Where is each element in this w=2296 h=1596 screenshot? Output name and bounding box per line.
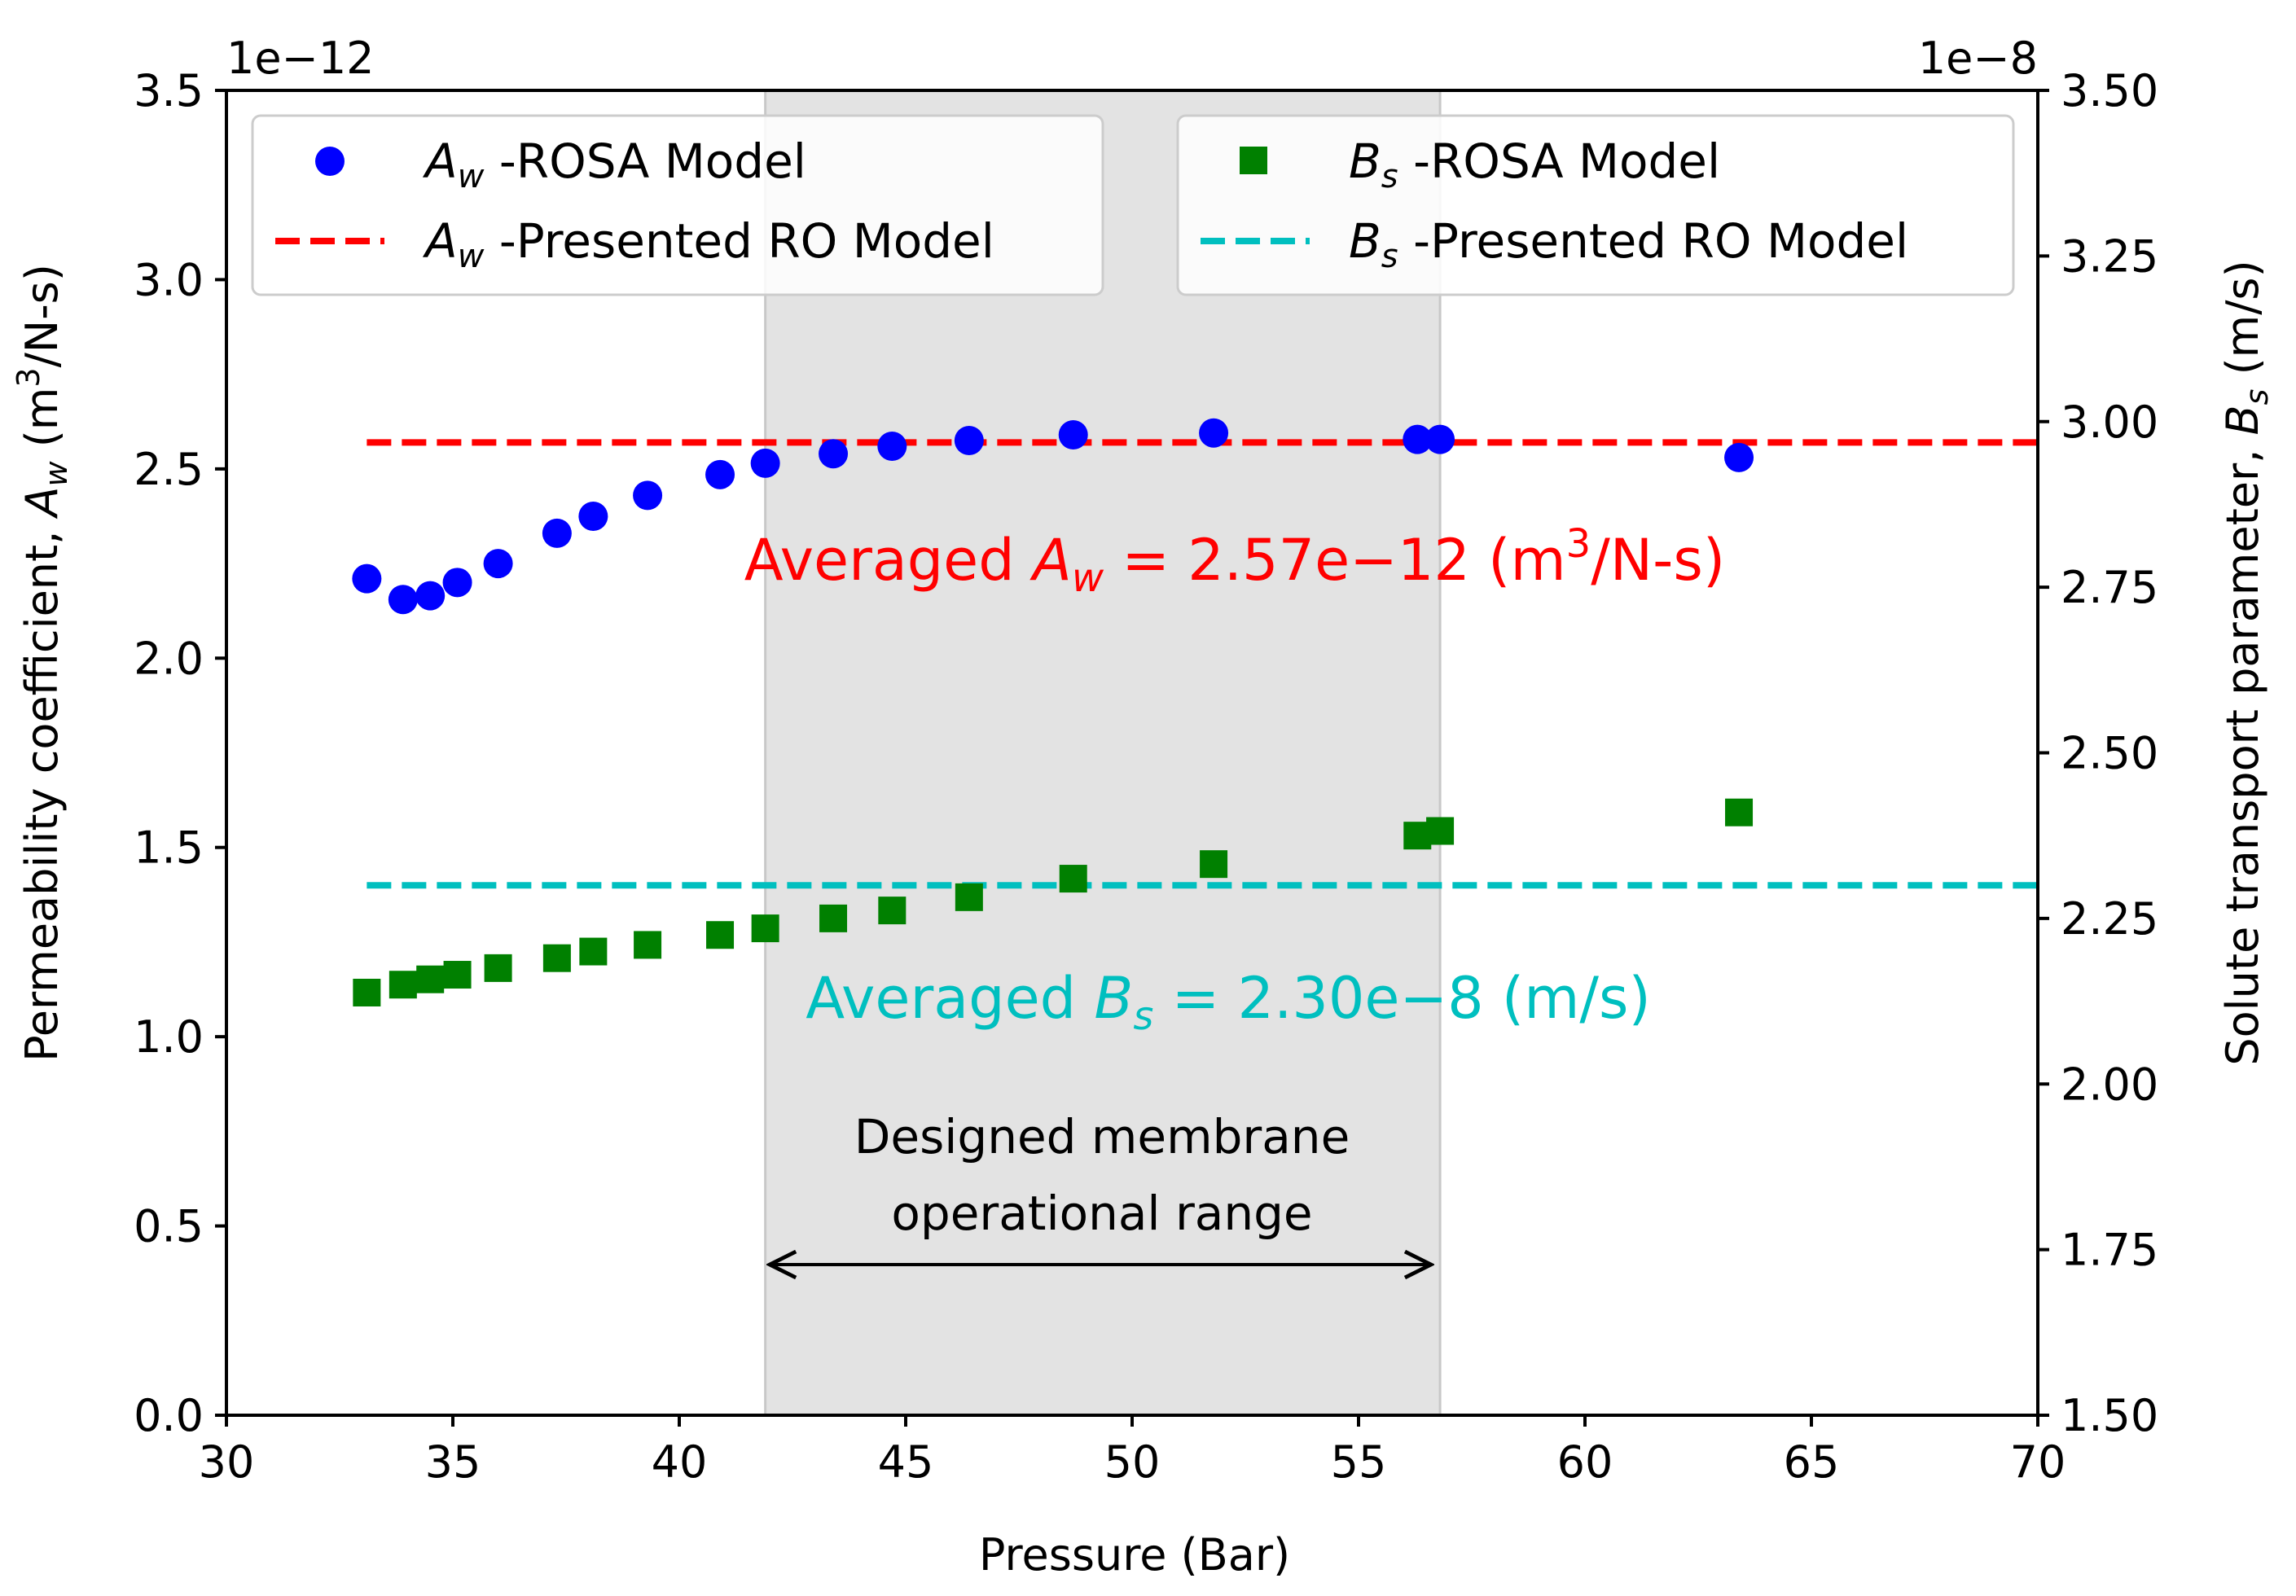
aw-rosa-point: [1403, 424, 1433, 454]
left-y-tick-label: 2.5: [134, 444, 204, 495]
aw-rosa-point: [542, 518, 572, 548]
aw-rosa-point: [1058, 420, 1088, 450]
left-y-tick-label: 3.0: [134, 254, 204, 305]
aw-rosa-point: [819, 439, 849, 469]
left-axis-offset: 1e−12: [226, 33, 375, 84]
x-axis-ticks: 30 35 40 45 50 55 60 65 70: [199, 1415, 2066, 1488]
aw-rosa-point: [877, 431, 907, 461]
x-tick-label: 60: [1557, 1436, 1613, 1488]
bs-rosa-point: [878, 897, 907, 925]
aw-rosa-point: [415, 581, 446, 611]
x-tick-label: 30: [199, 1436, 255, 1488]
bs-rosa-point: [416, 965, 445, 993]
bs-rosa-points: [353, 798, 1754, 1006]
x-tick-label: 50: [1104, 1436, 1161, 1488]
bs-rosa-point: [955, 883, 983, 911]
range-label-line1: Designed membrane: [854, 1109, 1350, 1164]
bs-rosa-point: [484, 954, 512, 982]
right-y-axis-label: Solute transport parameter, Bs (m/s): [2217, 260, 2275, 1065]
legend-aw-presented-label: Aw -Presented RO Model: [422, 213, 994, 275]
range-label-line2: operational range: [891, 1186, 1312, 1241]
aw-average-annotation: Averaged Aw = 2.57e−12 (m3/N-s): [744, 521, 1725, 601]
bs-rosa-point: [542, 944, 571, 972]
bs-rosa-point: [751, 914, 779, 943]
legend-aw-circle-marker: [315, 147, 345, 176]
bs-rosa-point: [706, 921, 735, 949]
aw-rosa-point: [352, 563, 382, 594]
aw-rosa-point: [442, 568, 472, 598]
left-y-tick-label: 3.5: [134, 65, 204, 116]
bs-rosa-point: [819, 904, 848, 932]
x-tick-label: 65: [1784, 1436, 1840, 1488]
legend-bs-rosa-label: Bs -ROSA Model: [1349, 134, 1720, 195]
legend-left: Aw -ROSA Model Aw -Presented RO Model: [251, 114, 1104, 296]
left-y-axis-ticks: 0.0 0.5 1.0 1.5 2.0 2.5 3.0 3.5: [134, 65, 226, 1441]
bs-rosa-point: [1059, 865, 1087, 893]
aw-rosa-point: [388, 585, 418, 615]
aw-rosa-point: [705, 459, 735, 489]
right-y-tick-label: 1.50: [2061, 1390, 2158, 1441]
aw-rosa-points: [352, 418, 1754, 615]
x-tick-label: 40: [652, 1436, 708, 1488]
right-y-tick-label: 2.75: [2061, 562, 2158, 613]
left-y-tick-label: 0.5: [134, 1201, 204, 1252]
aw-rosa-point: [483, 549, 513, 579]
right-y-tick-label: 3.25: [2061, 230, 2158, 282]
aw-rosa-point: [1724, 442, 1754, 472]
left-y-tick-label: 2.0: [134, 633, 204, 684]
bs-rosa-point: [1725, 798, 1754, 826]
plot-frame: [225, 89, 2039, 1417]
bs-rosa-point: [634, 931, 662, 959]
left-y-tick-label: 1.5: [134, 822, 204, 874]
x-tick-label: 70: [2010, 1436, 2066, 1488]
x-tick-label: 55: [1331, 1436, 1387, 1488]
right-y-tick-label: 3.50: [2061, 65, 2158, 116]
right-y-tick-label: 3.00: [2061, 397, 2158, 448]
legend-right: Bs -ROSA Model Bs -Presented RO Model: [1176, 114, 2015, 296]
x-tick-label: 45: [878, 1436, 934, 1488]
legend-bs-square-marker: [1240, 147, 1267, 174]
legend-bs-presented-label: Bs -Presented RO Model: [1349, 213, 1908, 275]
bs-rosa-point: [1200, 850, 1228, 879]
operational-range-shading: [764, 89, 1442, 1417]
bs-rosa-point: [389, 971, 417, 999]
aw-rosa-point: [750, 448, 780, 478]
aw-rosa-point: [578, 501, 608, 531]
left-y-tick-label: 0.0: [134, 1390, 204, 1441]
bs-rosa-point: [1426, 817, 1455, 845]
bs-rosa-point: [443, 961, 472, 989]
right-y-tick-label: 2.00: [2061, 1059, 2158, 1110]
right-y-tick-label: 2.25: [2061, 893, 2158, 945]
aw-rosa-point: [1425, 424, 1455, 454]
bs-rosa-point: [353, 978, 381, 1006]
left-y-tick-label: 1.0: [134, 1011, 204, 1063]
right-axis-offset: 1e−8: [1918, 33, 2038, 84]
x-axis-label: Pressure (Bar): [979, 1529, 1290, 1581]
right-y-axis-ticks: 1.50 1.75 2.00 2.25 2.50 2.75 3.00 3.25 3.50: [2038, 65, 2158, 1441]
right-y-tick-label: 2.50: [2061, 728, 2158, 779]
aw-rosa-point: [954, 425, 984, 455]
bs-rosa-point: [579, 937, 608, 966]
aw-rosa-point: [633, 480, 663, 511]
right-y-tick-label: 1.75: [2061, 1225, 2158, 1276]
x-tick-label: 35: [425, 1436, 481, 1488]
legend-aw-rosa-label: Aw -ROSA Model: [422, 134, 806, 195]
bs-average-annotation: Averaged Bs = 2.30e−8 (m/s): [806, 965, 1651, 1039]
aw-rosa-point: [1199, 418, 1229, 448]
left-y-axis-label: Permeability coefficient, Aw (m3/N-s): [11, 264, 74, 1062]
